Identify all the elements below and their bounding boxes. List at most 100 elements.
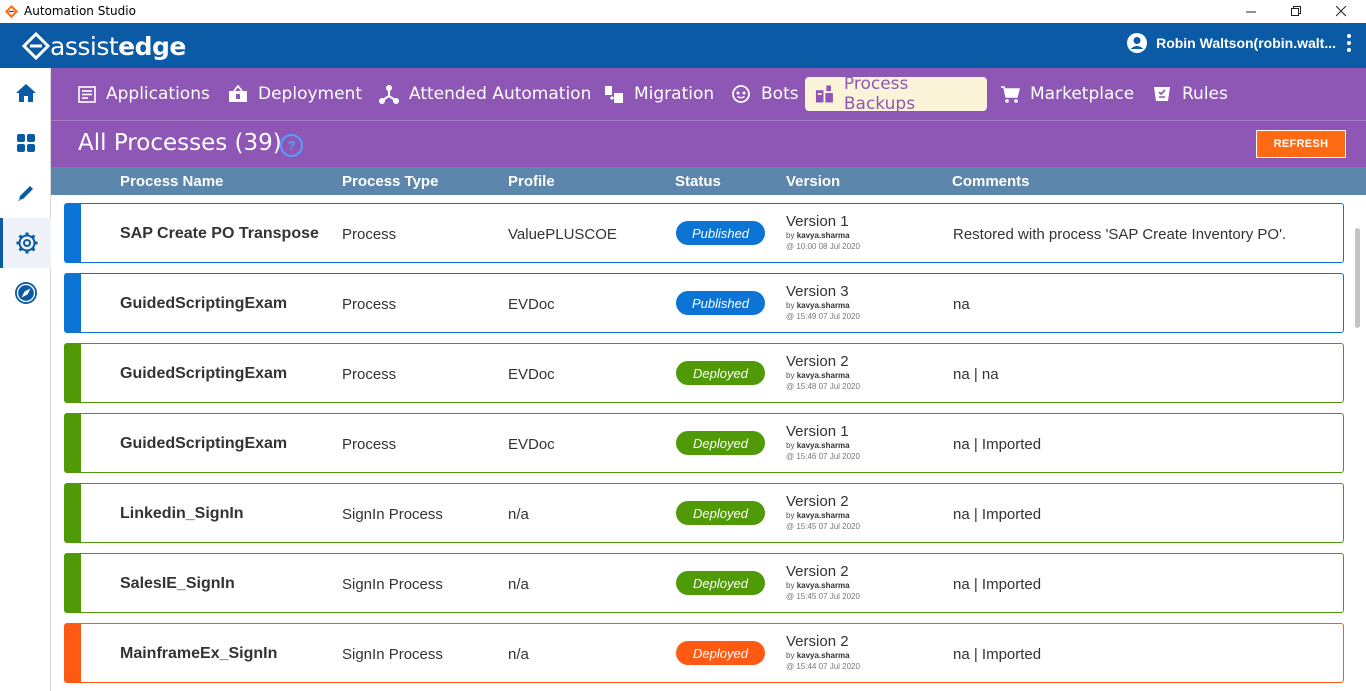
table-row[interactable]: Linkedin_SignIn SignIn Process n/a Deplo… <box>64 483 1344 543</box>
column-header-profile[interactable]: Profile <box>508 173 555 190</box>
version-info: Version 2 by kavya.sharma @ 15:48 07 Jul… <box>786 353 860 392</box>
table-row[interactable]: GuidedScriptingExam Process EVDoc Deploy… <box>64 413 1344 473</box>
table-row[interactable]: MainframeEx_SignIn SignIn Process n/a De… <box>64 623 1344 683</box>
version-timestamp: @ 15:49 07 Jul 2020 <box>786 312 860 321</box>
column-header-comments[interactable]: Comments <box>952 173 1030 190</box>
minimize-button[interactable] <box>1228 0 1274 23</box>
table-header: Process Name Process Type Profile Status… <box>51 167 1366 195</box>
rules-icon <box>1154 87 1170 101</box>
process-profile: n/a <box>508 506 529 523</box>
column-header-status[interactable]: Status <box>675 173 721 190</box>
nav-item-marketplace[interactable]: Marketplace <box>990 77 1144 111</box>
column-header-process-type[interactable]: Process Type <box>342 173 439 190</box>
process-name: GuidedScriptingExam <box>120 365 288 382</box>
status-badge: Published <box>676 291 765 315</box>
window-titlebar: Automation Studio <box>0 0 1366 23</box>
table-row[interactable]: GuidedScriptingExam Process EVDoc Deploy… <box>64 343 1344 403</box>
help-icon[interactable]: ? <box>280 134 303 157</box>
process-type: Process <box>342 296 397 313</box>
nav-item-migration[interactable]: Migration <box>594 77 724 111</box>
status-badge: Published <box>676 221 765 245</box>
version-label: Version 2 <box>786 633 849 650</box>
refresh-button[interactable]: REFRESH <box>1256 130 1346 158</box>
version-timestamp: @ 10:00 08 Jul 2020 <box>786 242 860 251</box>
sidebar-item-settings[interactable] <box>0 218 51 268</box>
nav-item-deployment[interactable]: Deployment <box>218 77 372 111</box>
process-type: SignIn Process <box>342 506 443 523</box>
process-type: Process <box>342 366 397 383</box>
column-header-version[interactable]: Version <box>786 173 841 190</box>
process-comment: na | Imported <box>953 506 1042 523</box>
version-timestamp: @ 15:45 07 Jul 2020 <box>786 522 860 531</box>
version-label: Version 1 <box>786 213 849 230</box>
cart-icon <box>1001 86 1020 103</box>
sidebar-item-edit[interactable] <box>0 168 51 218</box>
row-status-stripe <box>65 484 81 542</box>
brand-header: assistedge Robin Waltson(robin.walt... <box>0 23 1366 68</box>
status-badge: Deployed <box>676 641 765 665</box>
process-comment: na | na <box>953 366 999 383</box>
nav-item-bots[interactable]: Bots <box>721 77 809 111</box>
version-label: Version 2 <box>786 563 849 580</box>
version-author: by kavya.sharma <box>786 231 850 240</box>
table-row[interactable]: SalesIE_SignIn SignIn Process n/a Deploy… <box>64 553 1344 613</box>
main-navigation: Applications Deployment Attended Automat… <box>51 68 1366 120</box>
nav-item-applications[interactable]: Applications <box>68 77 220 111</box>
version-info: Version 3 by kavya.sharma @ 15:49 07 Jul… <box>786 283 860 322</box>
deployment-icon <box>229 85 247 102</box>
sidebar-item-explore[interactable] <box>0 268 51 318</box>
vertical-scrollbar[interactable] <box>1355 228 1360 328</box>
process-comment: na | Imported <box>953 576 1042 593</box>
backup-icon <box>815 85 833 103</box>
nav-item-process-backups[interactable]: Process Backups <box>805 74 987 114</box>
status-badge: Deployed <box>676 361 765 385</box>
process-name: SalesIE_SignIn <box>120 575 235 592</box>
assistedge-logo-icon <box>22 32 50 60</box>
assistedge-logo[interactable]: assistedge <box>22 31 186 61</box>
process-name: Linkedin_SignIn <box>120 505 244 522</box>
process-type: SignIn Process <box>342 646 443 663</box>
version-info: Version 1 by kavya.sharma @ 15:46 07 Jul… <box>786 423 860 462</box>
version-author: by kavya.sharma <box>786 371 850 380</box>
process-list: SAP Create PO Transpose Process ValuePLU… <box>51 195 1366 691</box>
version-info: Version 2 by kavya.sharma @ 15:45 07 Jul… <box>786 493 860 532</box>
table-row[interactable]: GuidedScriptingExam Process EVDoc Publis… <box>64 273 1344 333</box>
version-timestamp: @ 15:46 07 Jul 2020 <box>786 452 860 461</box>
sidebar-item-home[interactable] <box>0 68 51 118</box>
version-info: Version 1 by kavya.sharma @ 10:00 08 Jul… <box>786 213 860 252</box>
compass-icon <box>14 282 37 304</box>
process-comment: na | Imported <box>953 436 1042 453</box>
version-author: by kavya.sharma <box>786 441 850 450</box>
version-info: Version 2 by kavya.sharma @ 15:45 07 Jul… <box>786 563 860 602</box>
process-comment: Restored with process 'SAP Create Invent… <box>953 226 1287 243</box>
column-header-process-name[interactable]: Process Name <box>120 173 224 190</box>
logo-text: assistedge <box>50 31 186 61</box>
minimize-icon <box>1245 11 1256 13</box>
process-profile: n/a <box>508 576 529 593</box>
row-status-stripe <box>65 344 81 402</box>
version-author: by kavya.sharma <box>786 511 850 520</box>
home-icon <box>15 84 36 102</box>
nav-item-label: Attended Automation <box>409 84 592 104</box>
nav-item-rules[interactable]: Rules <box>1142 77 1238 111</box>
applications-icon <box>78 85 96 103</box>
restore-button[interactable] <box>1273 0 1319 23</box>
status-badge: Deployed <box>676 431 765 455</box>
version-timestamp: @ 15:44 07 Jul 2020 <box>786 662 860 671</box>
close-button[interactable] <box>1318 0 1364 23</box>
nav-item-label: Applications <box>106 84 210 104</box>
version-timestamp: @ 15:48 07 Jul 2020 <box>786 382 860 391</box>
row-status-stripe <box>65 624 81 682</box>
nav-item-label: Deployment <box>258 84 362 104</box>
page-header: All Processes (39) ? REFRESH <box>51 120 1366 167</box>
process-comment: na <box>953 296 970 313</box>
sidebar-item-dashboard[interactable] <box>0 118 51 168</box>
version-author: by kavya.sharma <box>786 651 850 660</box>
version-label: Version 2 <box>786 353 849 370</box>
user-menu[interactable]: Robin Waltson(robin.walt... <box>1126 32 1354 54</box>
nav-item-attended-automation[interactable]: Attended Automation <box>369 77 601 111</box>
row-status-stripe <box>65 554 81 612</box>
left-sidebar <box>0 68 51 691</box>
more-options-icon[interactable] <box>1344 34 1354 52</box>
table-row[interactable]: SAP Create PO Transpose Process ValuePLU… <box>64 203 1344 263</box>
